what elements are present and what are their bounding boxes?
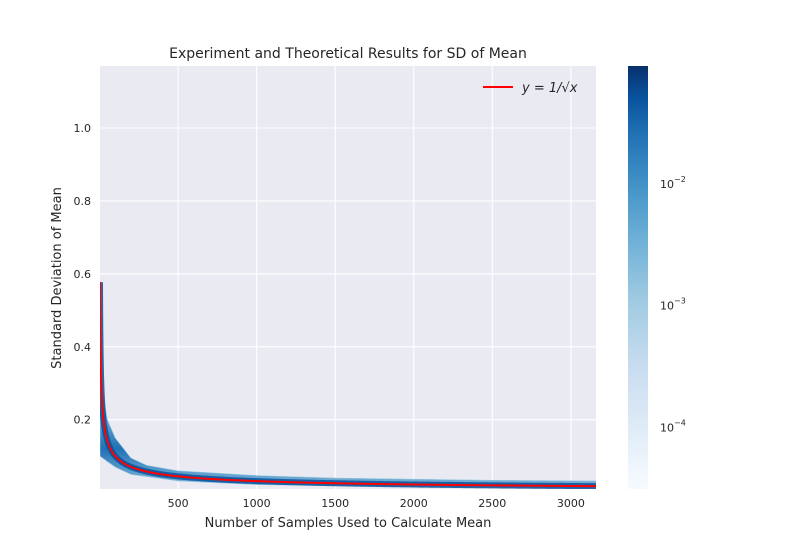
y-axis-label: Standard Deviation of Mean	[50, 187, 65, 369]
chart-title: Experiment and Theoretical Results for S…	[169, 46, 527, 62]
x-tick-label: 1000	[243, 497, 271, 510]
colorbar-tick-labels: 10−2 10−3 10−4	[660, 175, 686, 434]
x-tick-label: 3000	[557, 497, 585, 510]
theory-curve	[100, 282, 596, 488]
theory-line	[100, 282, 596, 488]
x-tick-label: 1500	[321, 497, 349, 510]
colorbar	[628, 66, 648, 489]
colorbar-tick-label: 10−3	[660, 297, 686, 313]
y-tick-label: 0.6	[74, 268, 92, 281]
y-tick-label: 1.0	[74, 122, 92, 135]
x-tick-label: 2000	[400, 497, 428, 510]
x-tick-labels: 500 1000 1500 2000 2500 3000	[168, 497, 585, 510]
colorbar-tick-label: 10−4	[660, 418, 686, 434]
legend-label: y = 1/√x	[521, 81, 578, 96]
grid	[100, 66, 596, 489]
legend: y = 1/√x	[483, 81, 578, 96]
x-tick-label: 500	[168, 497, 189, 510]
y-tick-label: 0.4	[74, 341, 92, 354]
x-tick-label: 2500	[478, 497, 506, 510]
y-tick-label: 0.2	[74, 414, 92, 427]
plot-area	[100, 66, 596, 489]
y-tick-labels: 0.2 0.4 0.6 0.8 1.0	[74, 122, 92, 427]
density-band	[100, 375, 596, 489]
colorbar-tick-label: 10−2	[660, 175, 686, 191]
y-tick-label: 0.8	[74, 195, 92, 208]
x-axis-label: Number of Samples Used to Calculate Mean	[205, 516, 492, 531]
